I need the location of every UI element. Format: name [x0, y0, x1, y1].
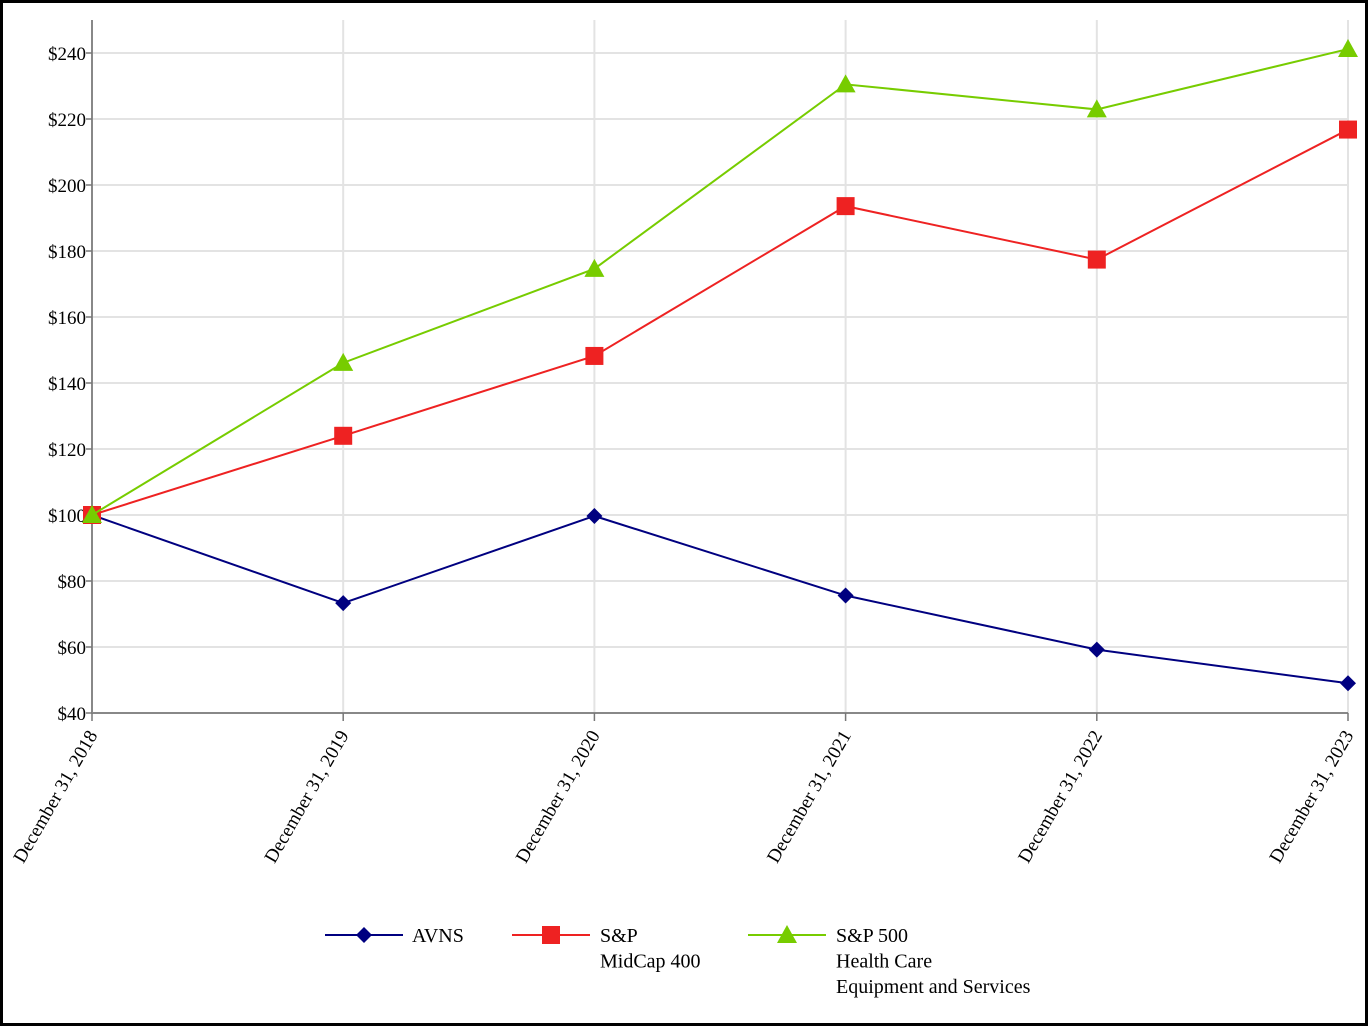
y-tick-label: $140: [48, 374, 86, 395]
data-point: [584, 258, 605, 277]
y-tick-label: $40: [58, 704, 87, 725]
data-point: [333, 352, 354, 371]
y-tick-label: $200: [48, 176, 86, 197]
y-tick-label: $160: [48, 308, 86, 329]
legend-label: S&P 500: [836, 925, 908, 947]
x-tick-label: December 31, 2022: [1014, 727, 1107, 867]
legend-marker: [542, 926, 560, 944]
legend-label: AVNS: [412, 925, 464, 947]
data-point: [1340, 675, 1356, 692]
series-line: [91, 48, 1349, 516]
y-tick-label: $100: [48, 506, 86, 527]
data-point: [1087, 250, 1106, 269]
series-line: [91, 128, 1349, 516]
legend-item-2: S&P 500 Health Care Equipment and Services: [748, 925, 1031, 998]
x-tick-label: December 31, 2019: [261, 727, 354, 867]
legend-item-1: S&P MidCap 400: [512, 925, 701, 973]
x-tick-label: December 31, 2023: [1265, 727, 1358, 867]
data-point: [585, 346, 604, 365]
series-group: [82, 39, 1358, 692]
y-tick-label: $220: [48, 110, 86, 131]
data-point: [835, 74, 856, 93]
y-tick-label: $80: [58, 572, 87, 593]
legend-label: Equipment and Services: [836, 976, 1031, 998]
grid-lines: [92, 20, 1349, 713]
data-point: [82, 505, 102, 523]
y-tick-label: $120: [48, 440, 86, 461]
y-tick-label: $60: [58, 638, 87, 659]
legend-marker: [356, 927, 372, 943]
x-tick-label: December 31, 2018: [9, 727, 102, 867]
x-tick-label: December 31, 2020: [512, 727, 605, 867]
data-point: [1338, 39, 1358, 58]
legend-item-0: AVNS: [325, 925, 464, 947]
data-point: [335, 595, 352, 612]
y-axis-ticks: $40 $60 $80 $100 $120 $140 $160 $180 $200 $220 $24…: [48, 44, 92, 725]
legend-label: S&P: [600, 925, 638, 947]
legend-label: MidCap 400: [600, 951, 701, 973]
series-1: [83, 120, 1357, 524]
series-line: [91, 514, 1349, 685]
axes: [91, 20, 1348, 714]
y-tick-label: $180: [48, 242, 86, 263]
data-point: [836, 197, 855, 216]
x-axis-ticks: December 31, 2018 December 31, 2019 Decemb…: [9, 713, 1358, 867]
data-point: [1086, 99, 1107, 118]
series-2: [82, 39, 1358, 523]
legend: AVNS S&P MidCap 400 S&P 500 Health Care Equip…: [325, 925, 1031, 998]
y-tick-label: $240: [48, 44, 86, 65]
data-point: [837, 587, 854, 604]
series-0: [84, 507, 1356, 692]
x-tick-label: December 31, 2021: [763, 727, 856, 867]
legend-label: Health Care: [836, 951, 932, 973]
data-point: [1339, 120, 1357, 139]
legend-marker: [777, 925, 797, 943]
data-point: [1088, 641, 1105, 658]
line-chart: $40 $60 $80 $100 $120 $140 $160 $180 $200 $220 $24…: [9, 20, 1358, 998]
data-point: [586, 507, 603, 524]
data-point: [334, 426, 353, 445]
